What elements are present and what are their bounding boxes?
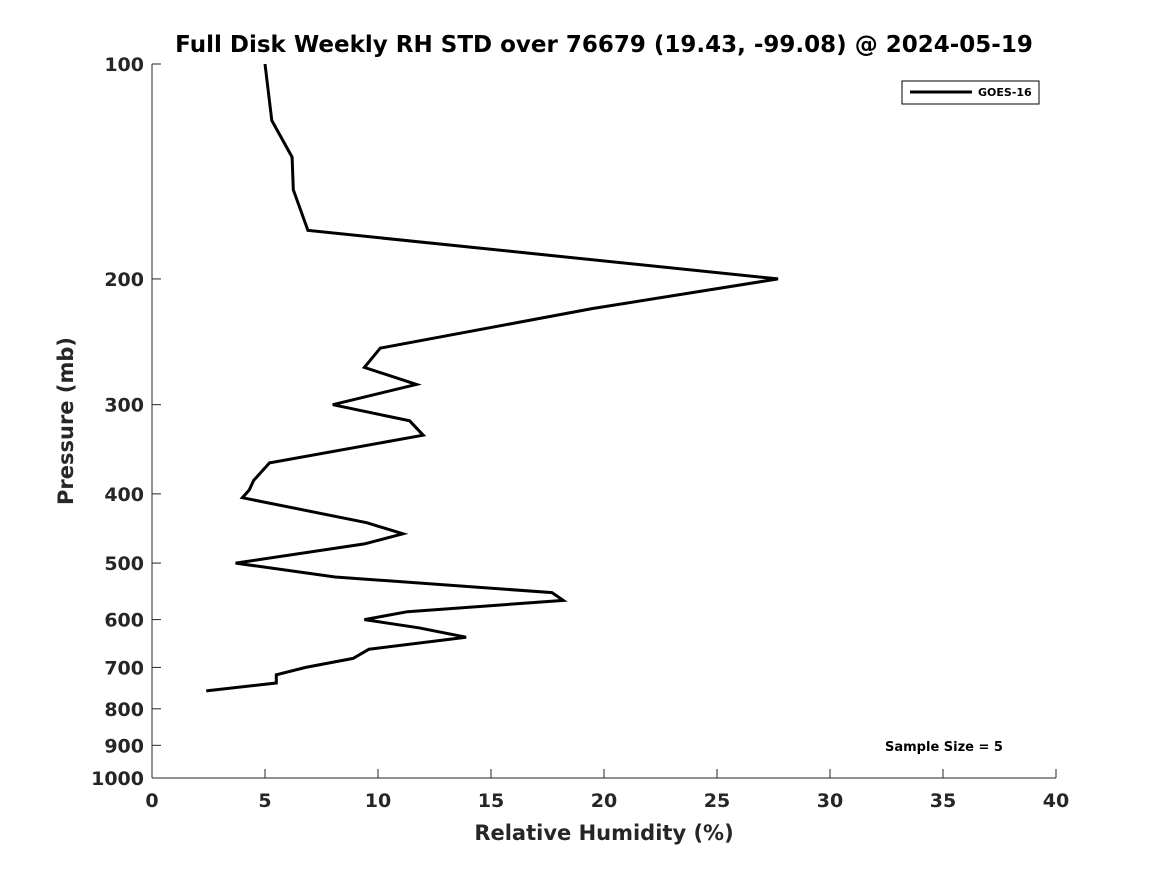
y-tick-label: 300 <box>104 395 144 417</box>
x-tick-label: 20 <box>591 790 617 812</box>
y-tick-label: 500 <box>104 553 144 575</box>
x-tick-label: 30 <box>817 790 843 812</box>
y-tick-label: 1000 <box>91 768 144 790</box>
legend-entry-goes-16: GOES-16 <box>978 86 1032 99</box>
y-tick-label: 800 <box>104 699 144 721</box>
legend: GOES-16 <box>901 80 1040 105</box>
chart-title: Full Disk Weekly RH STD over 76679 (19.4… <box>175 32 1033 58</box>
x-tick-label: 40 <box>1043 790 1069 812</box>
y-axis-ticks: 100 200 300 400 500 600 700 800 900 1000 <box>91 54 161 790</box>
series-line-goes-16 <box>206 63 779 693</box>
y-tick-label: 900 <box>104 735 144 757</box>
x-tick-label: 25 <box>704 790 730 812</box>
x-tick-label: 15 <box>478 790 504 812</box>
y-tick-label: 700 <box>104 657 144 679</box>
y-tick-label: 100 <box>104 54 144 76</box>
x-tick-label: 10 <box>365 790 391 812</box>
x-axis-ticks: 0 5 10 15 20 25 30 35 40 <box>145 769 1069 812</box>
x-axis-label: Relative Humidity (%) <box>474 821 733 845</box>
sample-size-annotation: Sample Size = 5 <box>885 740 1003 755</box>
y-tick-label: 600 <box>104 610 144 632</box>
y-tick-label: 200 <box>104 269 144 291</box>
x-tick-label: 5 <box>258 790 271 812</box>
x-tick-label: 0 <box>145 790 158 812</box>
plot-area: 0 5 10 15 20 25 30 35 40 100 200 300 400 500 600 700 80… <box>91 54 1069 812</box>
y-axis-label: Pressure (mb) <box>54 337 78 505</box>
y-tick-label: 400 <box>104 484 144 506</box>
x-tick-label: 35 <box>930 790 956 812</box>
